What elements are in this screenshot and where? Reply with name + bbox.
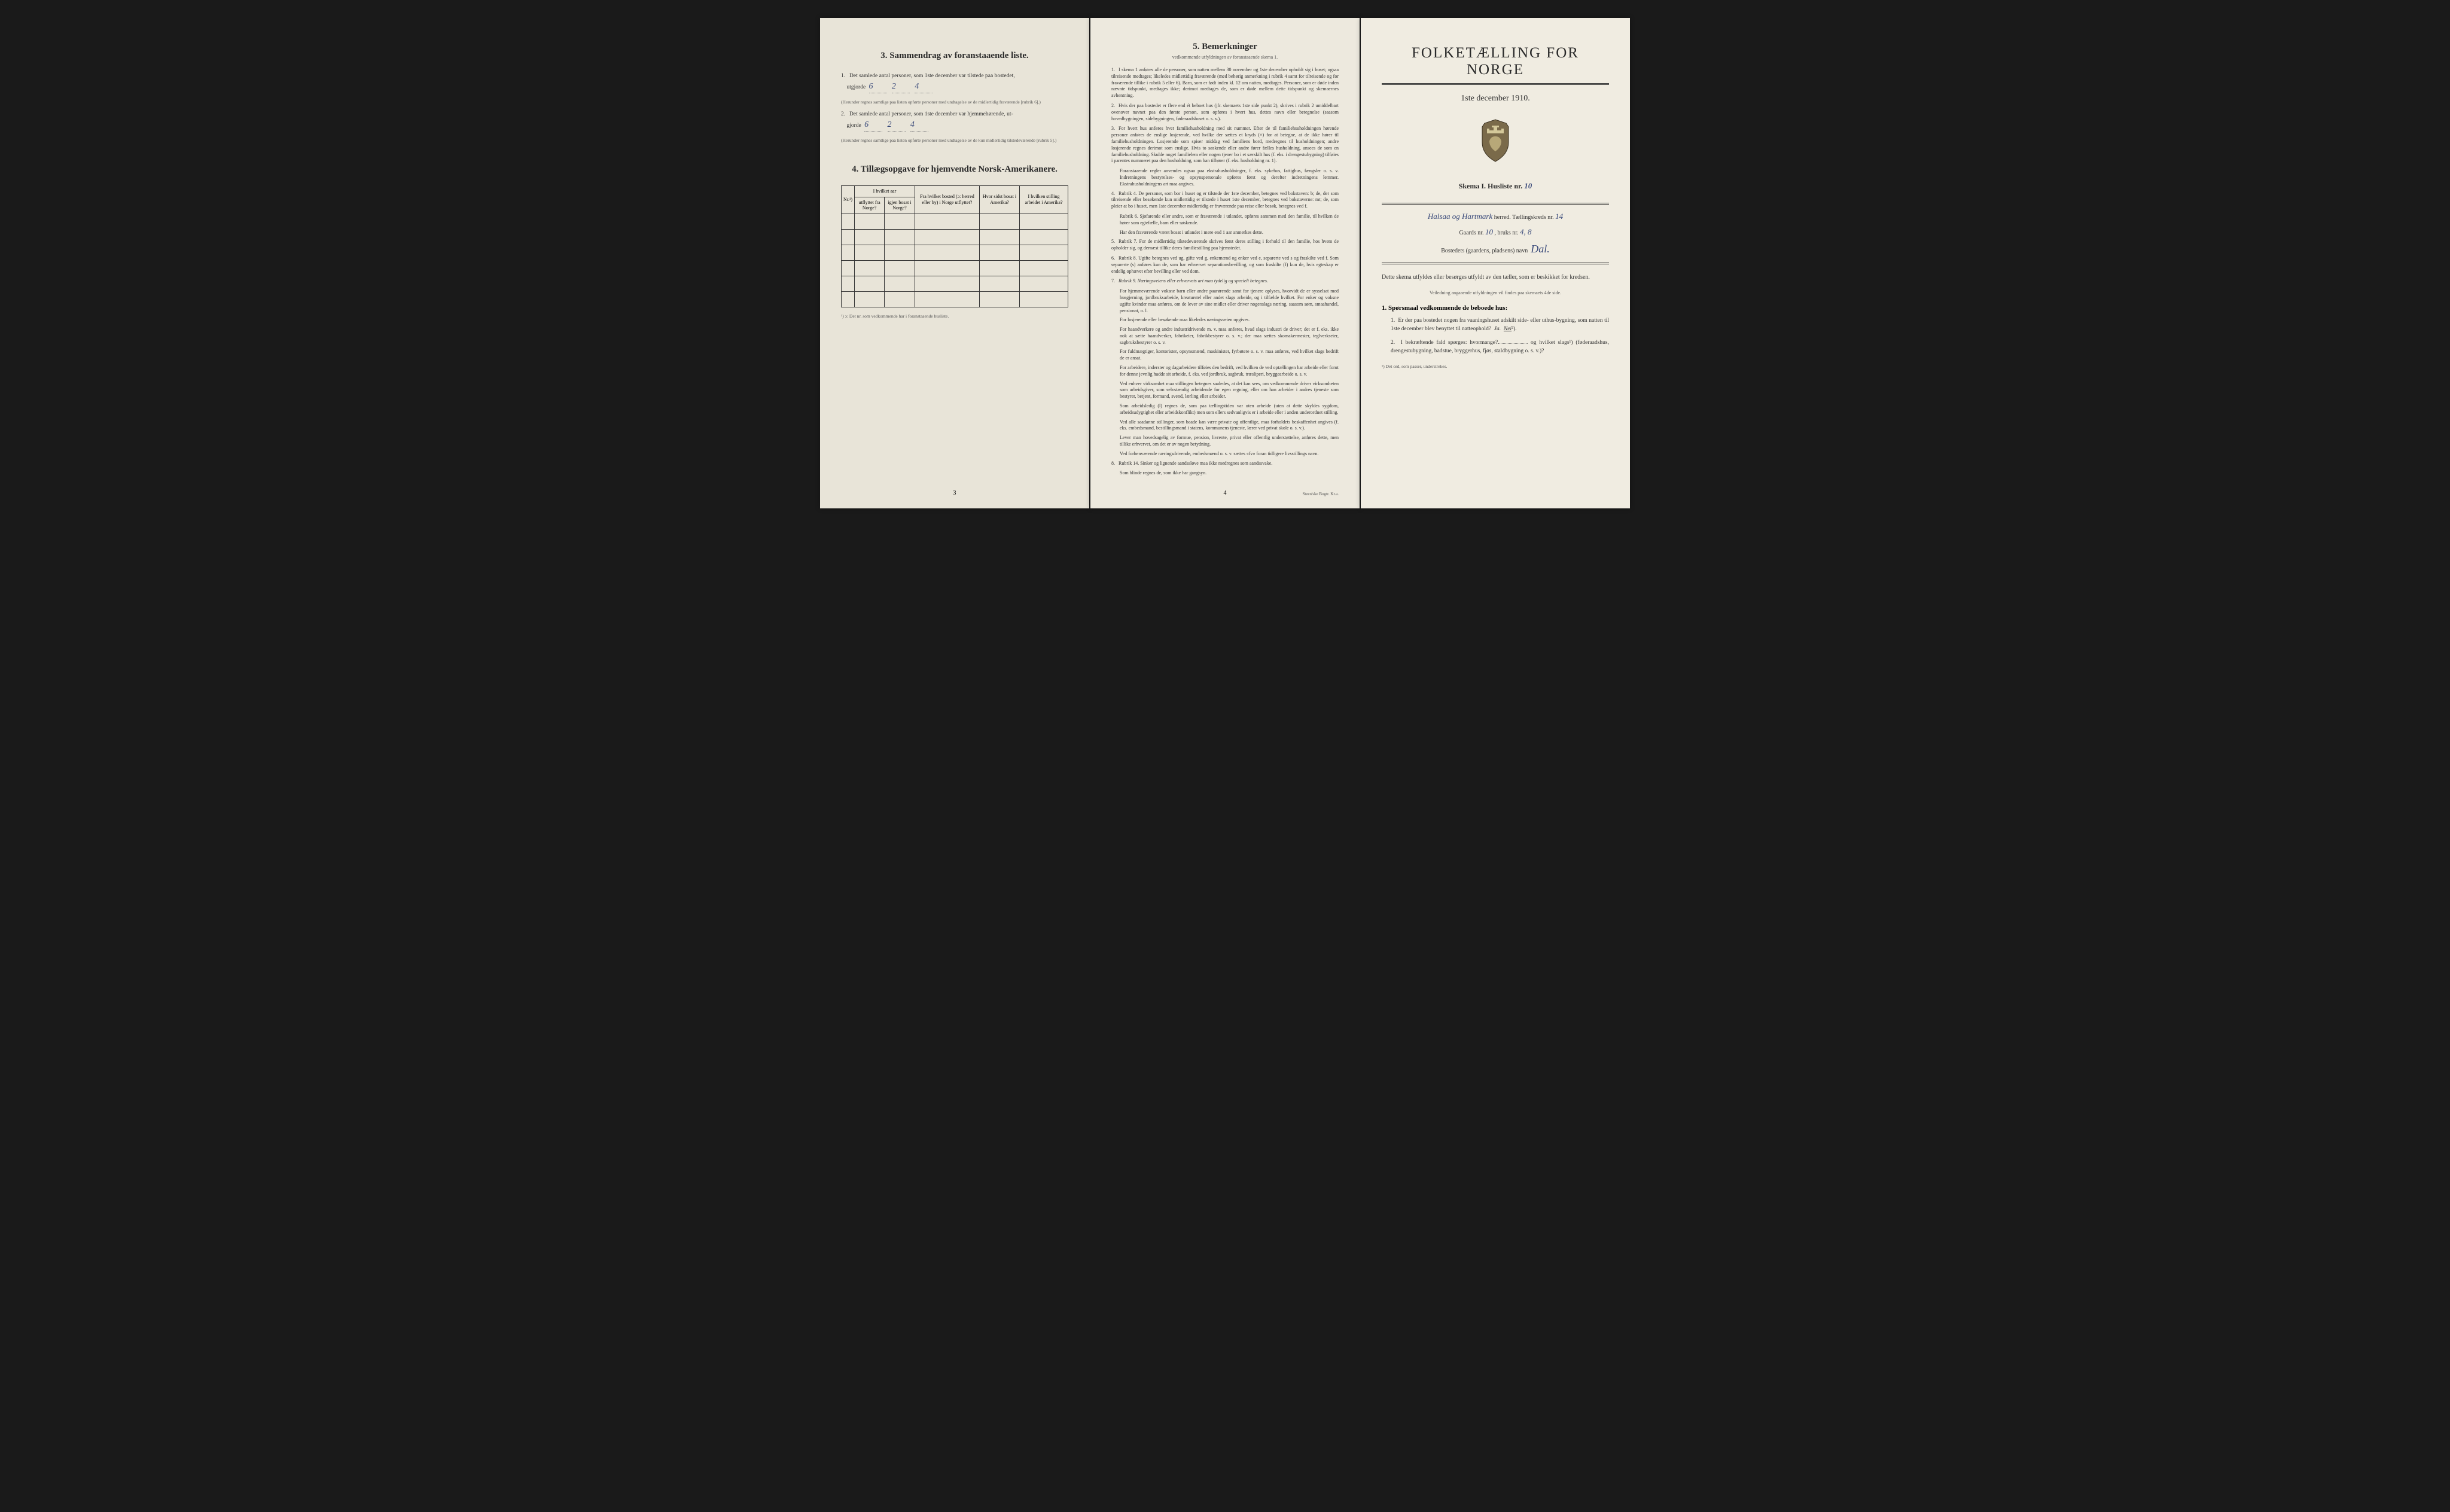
item2-fine: (Herunder regnes samtlige paa listen opf… <box>841 138 1068 144</box>
th-col4: I hvilken stilling arbeidet i Amerika? <box>1020 186 1068 214</box>
remark-2: 2.Hvis der paa bostedet er flere end ét … <box>1111 103 1339 122</box>
table-row <box>842 260 1068 276</box>
herred-line: Halsaa og Hartmark herred. Tællingskreds… <box>1382 212 1609 221</box>
remark-7i: Lever man hovedsagelig av formue, pensio… <box>1120 435 1339 448</box>
remark-7f: Ved enhver virksomhet maa stillingen bet… <box>1120 381 1339 400</box>
th-nr: Nr.¹) <box>842 186 855 214</box>
item-2: 2.Det samlede antal personer, som 1ste d… <box>841 110 1068 132</box>
hw-gaards-nr: 10 <box>1485 227 1493 236</box>
remark-7e: For arbeidere, inderster og dagarbeidere… <box>1120 365 1339 378</box>
remark-7h: Ved alle saadanne stillinger, som baade … <box>1120 419 1339 432</box>
remark-8b: Som blinde regnes de, som ikke har gangs… <box>1120 470 1339 477</box>
page-number: 3 <box>820 490 1089 496</box>
page-center: 5. Bemerkninger vedkommende utfyldningen… <box>1090 18 1360 508</box>
remark-7d: For fuldmægtiger, kontorister, opsynsmæn… <box>1120 349 1339 362</box>
remark-7g: Som arbeidsledig (l) regnes de, som paa … <box>1120 403 1339 416</box>
coat-of-arms-icon <box>1382 118 1609 166</box>
date-line: 1ste december 1910. <box>1382 94 1609 103</box>
printer-credit: Steen'ske Bogtr. Kr.a. <box>1302 492 1339 496</box>
hw-bosted: Dal. <box>1531 243 1550 255</box>
desc-para: Dette skema utfyldes eller besørges utfy… <box>1382 273 1609 282</box>
remark-1: 1.I skema 1 anføres alle de personer, so… <box>1111 67 1339 99</box>
table-section: Nr.¹) I hvilket aar Fra hvilket bosted (… <box>841 185 1068 307</box>
hw-herred: Halsaa og Hartmark <box>1428 212 1492 221</box>
remark-3b: Foranstaaende regler anvendes ogsaa paa … <box>1120 168 1339 187</box>
table-row <box>842 245 1068 260</box>
hw-value-1c: 4 <box>915 82 919 91</box>
remark-7b: For losjerende eller besøkende maa likel… <box>1120 317 1339 324</box>
footnote-2: ¹) Det ord, som passer, understrekes. <box>1382 364 1609 369</box>
th-col1b: utflyttet fra Norge? <box>855 197 885 214</box>
remarks-list: 1.I skema 1 anføres alle de personer, so… <box>1111 67 1339 164</box>
bosted-line: Bostedets (gaardens, pladsens) navn Dal. <box>1382 243 1609 255</box>
remark-7c: For haandverkere og andre industridriven… <box>1120 327 1339 346</box>
page-left: 3. Sammendrag av foranstaaende liste. 1.… <box>820 18 1089 508</box>
page-right: FOLKETÆLLING FOR NORGE 1ste december 191… <box>1361 18 1630 508</box>
remark-4c: Har den fraværende været bosat i utlande… <box>1120 230 1339 236</box>
main-title: FOLKETÆLLING FOR NORGE <box>1382 45 1609 85</box>
table-row <box>842 291 1068 307</box>
divider <box>1382 263 1609 264</box>
th-col1a: I hvilket aar <box>855 186 915 197</box>
question-2: 2. I bekræftende fald spørges: hvormange… <box>1391 339 1609 356</box>
gaards-line: Gaards nr. 10 , bruks nr. 4, 8 <box>1382 227 1609 237</box>
hw-husliste-nr: 10 <box>1524 181 1532 190</box>
hw-kreds-nr: 14 <box>1555 212 1563 221</box>
remark-5: 5.Rubrik 7. For de midlertidig tilstedev… <box>1111 239 1339 252</box>
hw-value-2c: 4 <box>910 120 915 129</box>
item-1: 1.Det samlede antal personer, som 1ste d… <box>841 72 1068 93</box>
section5-subtitle: vedkommende utfyldningen av foranstaaend… <box>1111 54 1339 60</box>
hw-value-1b: 2 <box>892 82 896 91</box>
remark-7j: Ved forhenværende næringsdrivende, embed… <box>1120 451 1339 458</box>
table-row <box>842 229 1068 245</box>
question-heading: 1. Spørsmaal vedkommende de beboede hus: <box>1382 304 1609 312</box>
question-1: 1. Er der paa bostedet nogen fra vaaning… <box>1391 316 1609 334</box>
hw-nei-underlined: Nei <box>1504 326 1512 332</box>
footnote-1: ¹) ɔ: Det nr. som vedkommende har i fora… <box>841 313 1068 319</box>
item1-fine: (Herunder regnes samtlige paa listen opf… <box>841 99 1068 105</box>
th-col2: Fra hvilket bosted (ɔ: herred eller by) … <box>915 186 979 214</box>
remark-7: 7.Rubrik 9. Næringsveiens eller erhverve… <box>1111 278 1339 285</box>
th-col1c: igjen bosat i Norge? <box>885 197 915 214</box>
remark-4: 4.Rubrik 4. De personer, som bor i huset… <box>1111 191 1339 210</box>
section4-title: 4. Tillægsopgave for hjemvendte Norsk-Am… <box>841 164 1068 175</box>
remark-7a: For hjemmeværende voksne barn eller andr… <box>1120 288 1339 314</box>
remark-4b: Rubrik 6. Sjøfarende eller andre, som er… <box>1120 214 1339 227</box>
remark-8: 8.Rubrik 14. Sinker og lignende aandsslø… <box>1111 461 1339 467</box>
hw-value-2b: 2 <box>888 120 892 129</box>
divider <box>1382 203 1609 205</box>
section3-title: 3. Sammendrag av foranstaaende liste. <box>841 51 1068 61</box>
desc-small: Veiledning angaaende utfyldningen vil fi… <box>1382 290 1609 295</box>
hw-value-2a: 6 <box>864 120 869 129</box>
remark-3: 3.For hvert hus anføres hver familiehush… <box>1111 126 1339 164</box>
skema-line: Skema I. Husliste nr. 10 <box>1382 181 1609 191</box>
remark-6: 6.Rubrik 8. Ugifte betegnes ved ug, gift… <box>1111 255 1339 275</box>
section5-title: 5. Bemerkninger <box>1111 42 1339 52</box>
hw-value-1a: 6 <box>869 82 873 91</box>
hw-bruks-nr: 4, 8 <box>1520 227 1532 236</box>
table-row <box>842 276 1068 291</box>
table-row <box>842 214 1068 229</box>
amerikaner-table: Nr.¹) I hvilket aar Fra hvilket bosted (… <box>841 185 1068 307</box>
th-col3: Hvor sidst bosat i Amerika? <box>980 186 1020 214</box>
